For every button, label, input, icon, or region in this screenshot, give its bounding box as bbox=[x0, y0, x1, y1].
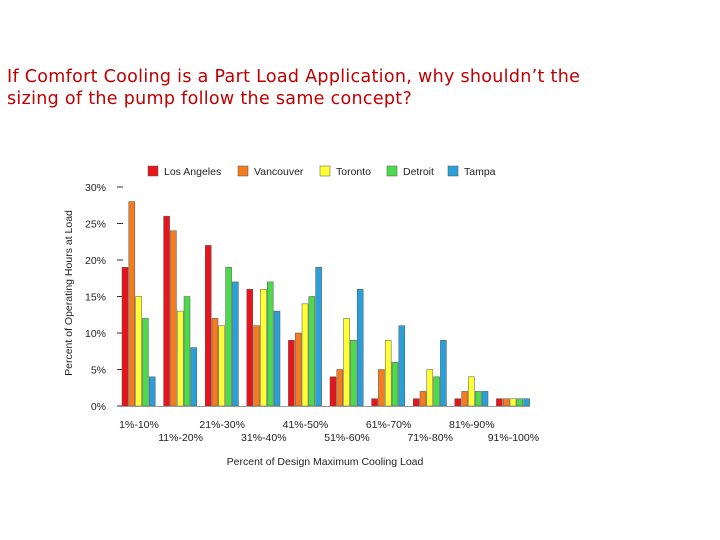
x-tick-label: 91%-100% bbox=[488, 432, 539, 444]
x-tick-label: 81%-90% bbox=[449, 419, 495, 431]
legend-label: Detroit bbox=[403, 166, 434, 178]
y-tick-label: 30% bbox=[85, 182, 106, 194]
bar-detroit bbox=[225, 267, 232, 407]
legend-swatch bbox=[237, 165, 249, 177]
bar-vancouver bbox=[502, 398, 510, 407]
y-tick-label: 0% bbox=[91, 401, 106, 413]
bar-tampa bbox=[315, 267, 322, 407]
chart-legend: Los Angeles Vancouver Toronto Detroit Tampa bbox=[147, 165, 496, 178]
bar-tampa bbox=[440, 340, 447, 407]
x-tick-label: 1%-10% bbox=[119, 419, 159, 431]
bar-detroit bbox=[391, 361, 399, 407]
x-tick-label: 61%-70% bbox=[366, 419, 412, 431]
x-tick-label: 11%-20% bbox=[158, 432, 203, 444]
legend-swatch bbox=[147, 165, 159, 177]
y-tick-label: 15% bbox=[85, 292, 106, 304]
bar-toronto bbox=[426, 369, 434, 407]
bar-los-angeles bbox=[329, 376, 337, 407]
legend-swatch bbox=[386, 165, 398, 177]
bar-tampa bbox=[523, 398, 530, 407]
bar-tampa bbox=[273, 310, 281, 407]
bar-toronto bbox=[135, 296, 142, 407]
bar-vancouver bbox=[170, 230, 177, 407]
bar-toronto bbox=[218, 325, 226, 407]
bar-toronto bbox=[343, 318, 350, 407]
x-tick-label: 31%-40% bbox=[241, 432, 287, 444]
bar-detroit bbox=[516, 398, 524, 407]
y-axis: 0% 5% 10% 15% 20% 25% 30% bbox=[85, 182, 123, 413]
x-tick-label: 21%-30% bbox=[199, 419, 245, 431]
x-tick-label: 71%-80% bbox=[407, 432, 453, 444]
bar-los-angeles bbox=[204, 245, 212, 407]
legend-label: Toronto bbox=[336, 166, 371, 178]
bar-tampa bbox=[398, 325, 406, 407]
bar-toronto bbox=[509, 398, 517, 407]
bar-vancouver bbox=[211, 318, 219, 407]
legend-swatch bbox=[319, 165, 331, 177]
y-tick-label: 25% bbox=[85, 219, 106, 231]
slide-title-line-2: sizing of the pump follow the same conce… bbox=[7, 89, 413, 109]
legend-swatch bbox=[447, 165, 459, 177]
bar-los-angeles bbox=[454, 398, 462, 407]
bar-detroit bbox=[474, 391, 482, 407]
bar-detroit bbox=[308, 296, 316, 407]
bar-toronto bbox=[176, 310, 184, 407]
y-tick-label: 5% bbox=[91, 365, 106, 377]
bar-tampa bbox=[232, 281, 239, 407]
bar-vancouver bbox=[461, 391, 468, 407]
bar-los-angeles bbox=[163, 215, 170, 407]
bar-vancouver bbox=[378, 369, 385, 407]
bar-toronto bbox=[260, 288, 267, 407]
bar-los-angeles bbox=[371, 398, 378, 407]
bar-detroit bbox=[266, 281, 274, 407]
bar-tampa bbox=[481, 391, 489, 407]
bar-detroit bbox=[142, 318, 149, 407]
bar-detroit bbox=[433, 376, 440, 407]
bar-toronto bbox=[468, 376, 475, 407]
slide-title: If Comfort Cooling is a Part Load Applic… bbox=[7, 66, 707, 110]
bar-tampa bbox=[148, 376, 156, 407]
legend-label: Tampa bbox=[464, 166, 496, 178]
bar-los-angeles bbox=[246, 288, 254, 407]
bar-toronto bbox=[301, 303, 309, 407]
x-tick-label: 41%-50% bbox=[283, 419, 329, 431]
y-tick-label: 20% bbox=[85, 255, 106, 267]
legend-label: Vancouver bbox=[254, 166, 304, 178]
legend-label: Los Angeles bbox=[164, 166, 221, 178]
x-axis-label: Percent of Design Maximum Cooling Load bbox=[227, 456, 424, 468]
chart-bars bbox=[121, 201, 530, 407]
bar-tampa bbox=[356, 288, 364, 407]
bar-vancouver bbox=[294, 332, 302, 407]
bar-toronto bbox=[384, 340, 392, 407]
bar-detroit bbox=[183, 296, 191, 407]
y-tick-label: 10% bbox=[85, 328, 106, 340]
x-tick-label: 51%-60% bbox=[324, 432, 370, 444]
y-axis-label: Percent of Operating Hours at Load bbox=[63, 210, 75, 376]
bar-vancouver bbox=[253, 325, 260, 407]
x-axis: 1%-10%11%-20%21%-30%31%-40%41%-50%51%-60… bbox=[118, 406, 539, 444]
bar-los-angeles bbox=[496, 398, 503, 407]
bar-los-angeles bbox=[288, 340, 295, 407]
bar-los-angeles bbox=[121, 267, 129, 407]
bar-vancouver bbox=[419, 391, 427, 407]
bar-vancouver bbox=[336, 369, 344, 407]
bar-los-angeles bbox=[412, 398, 420, 407]
slide-title-line-1: If Comfort Cooling is a Part Load Applic… bbox=[7, 67, 581, 87]
bar-tampa bbox=[190, 347, 198, 407]
bar-detroit bbox=[350, 340, 357, 407]
bar-vancouver bbox=[128, 201, 136, 407]
